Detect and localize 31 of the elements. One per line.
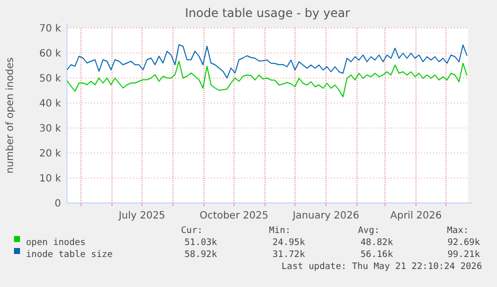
text: Avg: bbox=[358, 226, 380, 236]
text: Cur: bbox=[181, 226, 203, 236]
text: Min: bbox=[269, 226, 291, 236]
x-tick-label: January 2026 bbox=[292, 210, 360, 222]
text: Max: bbox=[447, 226, 469, 236]
text: Last update: Thu May 21 22:10:24 2026 bbox=[282, 262, 482, 272]
y-tick-label: 60 k bbox=[39, 48, 62, 60]
x-tick-label: July 2025 bbox=[118, 210, 166, 222]
x-tick-label: April 2026 bbox=[390, 210, 442, 222]
legend-label: open inodes bbox=[26, 238, 86, 248]
y-tick-label: 70 k bbox=[39, 24, 62, 34]
text: 51.03k bbox=[184, 238, 218, 248]
y-tick-label: 0 bbox=[54, 198, 61, 210]
text: 31.72k bbox=[272, 250, 306, 260]
text: 24.95k bbox=[272, 238, 306, 248]
legend-label: inode table size bbox=[26, 250, 113, 260]
y-tick-label: 10 k bbox=[39, 174, 62, 184]
line-series bbox=[66, 60, 468, 98]
chart-title: Inode table usage - by year bbox=[185, 6, 350, 20]
y-tick-label: 50 k bbox=[39, 74, 62, 84]
y-axis-title: number of open inodes bbox=[5, 57, 16, 174]
text: 92.69k bbox=[447, 238, 481, 248]
text: 99.21k bbox=[447, 250, 481, 260]
line-series bbox=[66, 44, 468, 78]
text: 56.16k bbox=[360, 250, 394, 260]
y-tick-label: 20 k bbox=[39, 148, 62, 160]
y-tick-label: 30 k bbox=[39, 124, 62, 134]
x-tick-label: October 2025 bbox=[200, 210, 268, 222]
y-tick-label: 40 k bbox=[39, 98, 62, 110]
text: 58.92k bbox=[184, 250, 218, 260]
text: 48.82k bbox=[360, 238, 394, 248]
